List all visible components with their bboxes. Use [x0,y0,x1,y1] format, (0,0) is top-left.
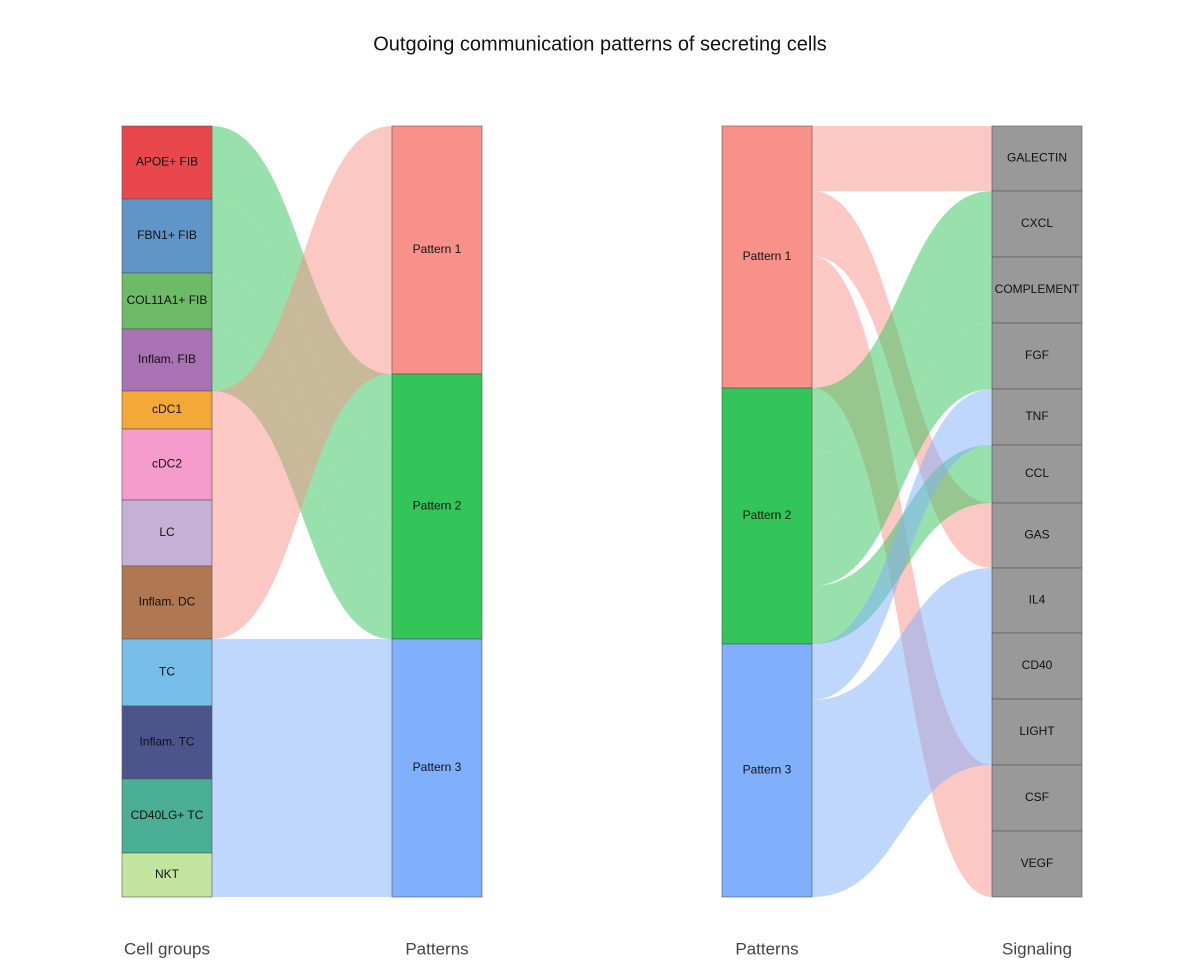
node-label: IL4 [1029,593,1046,607]
node [121,125,213,200]
node-label: Pattern 1 [413,242,462,256]
node [991,502,1083,569]
flow [812,389,992,700]
node [391,125,483,375]
node [121,272,213,330]
flow [212,639,392,706]
axis-label: Patterns [405,939,468,958]
node [721,387,813,645]
flow [212,235,392,566]
node [991,698,1083,766]
node-label: GAS [1024,528,1049,542]
node [121,852,213,898]
flow [812,257,992,520]
node [121,638,213,707]
node [991,567,1083,634]
node [991,830,1083,898]
node-label: LC [159,525,175,539]
node [121,565,213,640]
node-label: NKT [155,867,180,881]
node-label: cDC1 [152,402,182,416]
flow [812,322,992,897]
flow [812,568,992,765]
flow [212,164,392,500]
flow [212,301,392,639]
node-label: TC [159,665,175,679]
node-label: COL11A1+ FIB [127,293,208,307]
node [991,322,1083,390]
node [721,125,813,389]
node-label: CXCL [1021,216,1053,230]
flow [212,706,392,779]
node [991,125,1083,192]
node-label: VEGF [1021,856,1054,870]
node-label: COMPLEMENT [995,282,1080,296]
node-label: Pattern 1 [743,249,792,263]
node [121,198,213,274]
node [991,190,1083,258]
node-label: Inflam. FIB [138,352,196,366]
node-label: Pattern 2 [743,508,792,522]
node [121,778,213,854]
flow [812,699,992,897]
axis-label: Signaling [1002,939,1072,958]
node-label: LIGHT [1019,724,1055,738]
node-label: CD40 [1022,658,1053,672]
node-label: CCL [1025,466,1049,480]
node [991,388,1083,446]
node [721,643,813,898]
node [121,499,213,567]
node-label: Inflam. TC [139,735,194,749]
node [391,373,483,640]
node [991,764,1083,832]
node-label: Pattern 3 [413,760,462,774]
axis-label: Patterns [735,939,798,958]
node-label: APOE+ FIB [136,155,198,169]
figure-title: Outgoing communication patterns of secre… [373,33,827,55]
node-label: CD40LG+ TC [131,808,204,822]
node-label: Pattern 3 [743,763,792,777]
node-label: GALECTIN [1007,151,1067,165]
node-label: Inflam. DC [139,595,196,609]
node [991,444,1083,504]
axis-label: Cell groups [124,939,210,958]
flow [812,191,992,454]
node [121,428,213,501]
flow [212,853,392,897]
node-label: CSF [1025,790,1049,804]
flow [212,779,392,853]
node-label: Pattern 2 [413,499,462,513]
node-label: FBN1+ FIB [137,228,197,242]
node-label: cDC2 [152,457,182,471]
flow [212,126,392,429]
node [391,638,483,898]
flow [812,633,992,831]
node-label: FGF [1025,348,1049,362]
node [991,256,1083,324]
flow [812,323,992,586]
flow [812,126,992,191]
node-label: TNF [1025,409,1048,423]
